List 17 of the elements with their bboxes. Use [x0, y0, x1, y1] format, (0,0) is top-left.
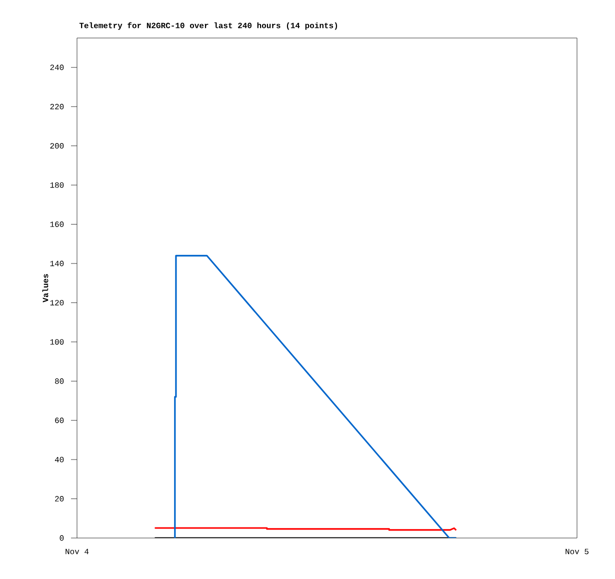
y-tick-label: 200: [50, 143, 64, 149]
y-tick-label: 240: [50, 64, 64, 70]
y-axis-title: Values: [42, 274, 48, 302]
y-tick-label: 220: [50, 104, 64, 110]
y-tick-label: 160: [50, 222, 64, 227]
y-tick-label: 0: [60, 535, 64, 541]
y-tick-label: 140: [50, 260, 64, 266]
x-tick-label: Nov 4: [66, 548, 89, 554]
x-tick-label: Nov 5: [566, 548, 588, 554]
y-tick-label: 120: [50, 300, 64, 306]
y-tick-label: 40: [54, 456, 64, 462]
y-tick-label: 100: [50, 339, 64, 345]
y-tick-label: 80: [55, 378, 64, 384]
y-tick-label: 60: [55, 418, 64, 424]
y-tick-label: 20: [55, 496, 64, 502]
y-tick-label: 180: [50, 182, 64, 188]
chart-title: Telemetry for N2GRC-10 over last 240 hours (14 points): [79, 22, 338, 30]
